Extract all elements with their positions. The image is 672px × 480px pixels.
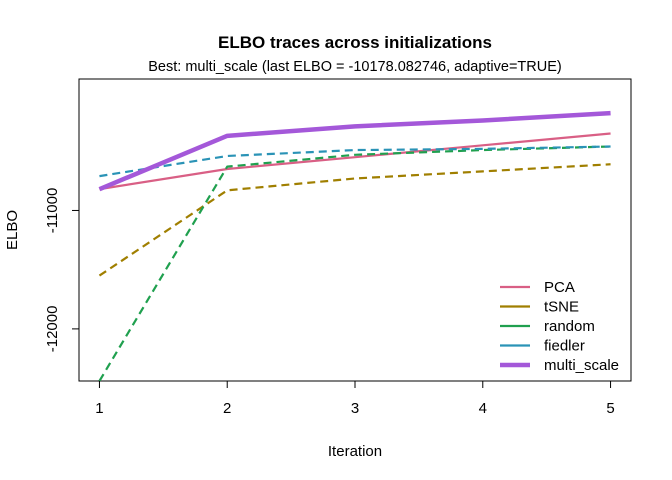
series-line-random (98, 145, 611, 381)
series-line-multi-scale (98, 110, 611, 192)
x-tick-label: 5 (606, 400, 614, 417)
chart-subtitle: Best: multi_scale (last ELBO = -10178.08… (148, 59, 561, 75)
legend-label: random (544, 318, 595, 335)
x-tick-label: 4 (479, 400, 487, 417)
legend-label: fiedler (544, 338, 585, 355)
y-tick-label: -11000 (44, 188, 61, 234)
chart-title: ELBO traces across initializations (218, 33, 492, 52)
y-tick-label: -12000 (44, 306, 61, 353)
legend-label: PCA (544, 279, 575, 296)
x-tick-label: 2 (223, 400, 231, 417)
series-line-pca (99, 132, 611, 191)
y-axis-label: ELBO (4, 210, 21, 250)
y-axis: -12000 -11000 (44, 188, 79, 353)
x-axis: 1 2 3 4 5 (95, 381, 615, 417)
legend-label: multi_scale (544, 357, 619, 374)
series-line-fiedler (99, 145, 611, 178)
x-tick-label: 3 (351, 400, 359, 417)
legend-label: tSNE (544, 299, 579, 316)
series-layer (98, 110, 611, 381)
x-axis-label: Iteration (328, 443, 382, 460)
legend: PCA tSNE random fiedler multi_scale (500, 279, 619, 374)
x-tick-label: 1 (95, 400, 103, 417)
series-line-tsne (98, 163, 611, 277)
